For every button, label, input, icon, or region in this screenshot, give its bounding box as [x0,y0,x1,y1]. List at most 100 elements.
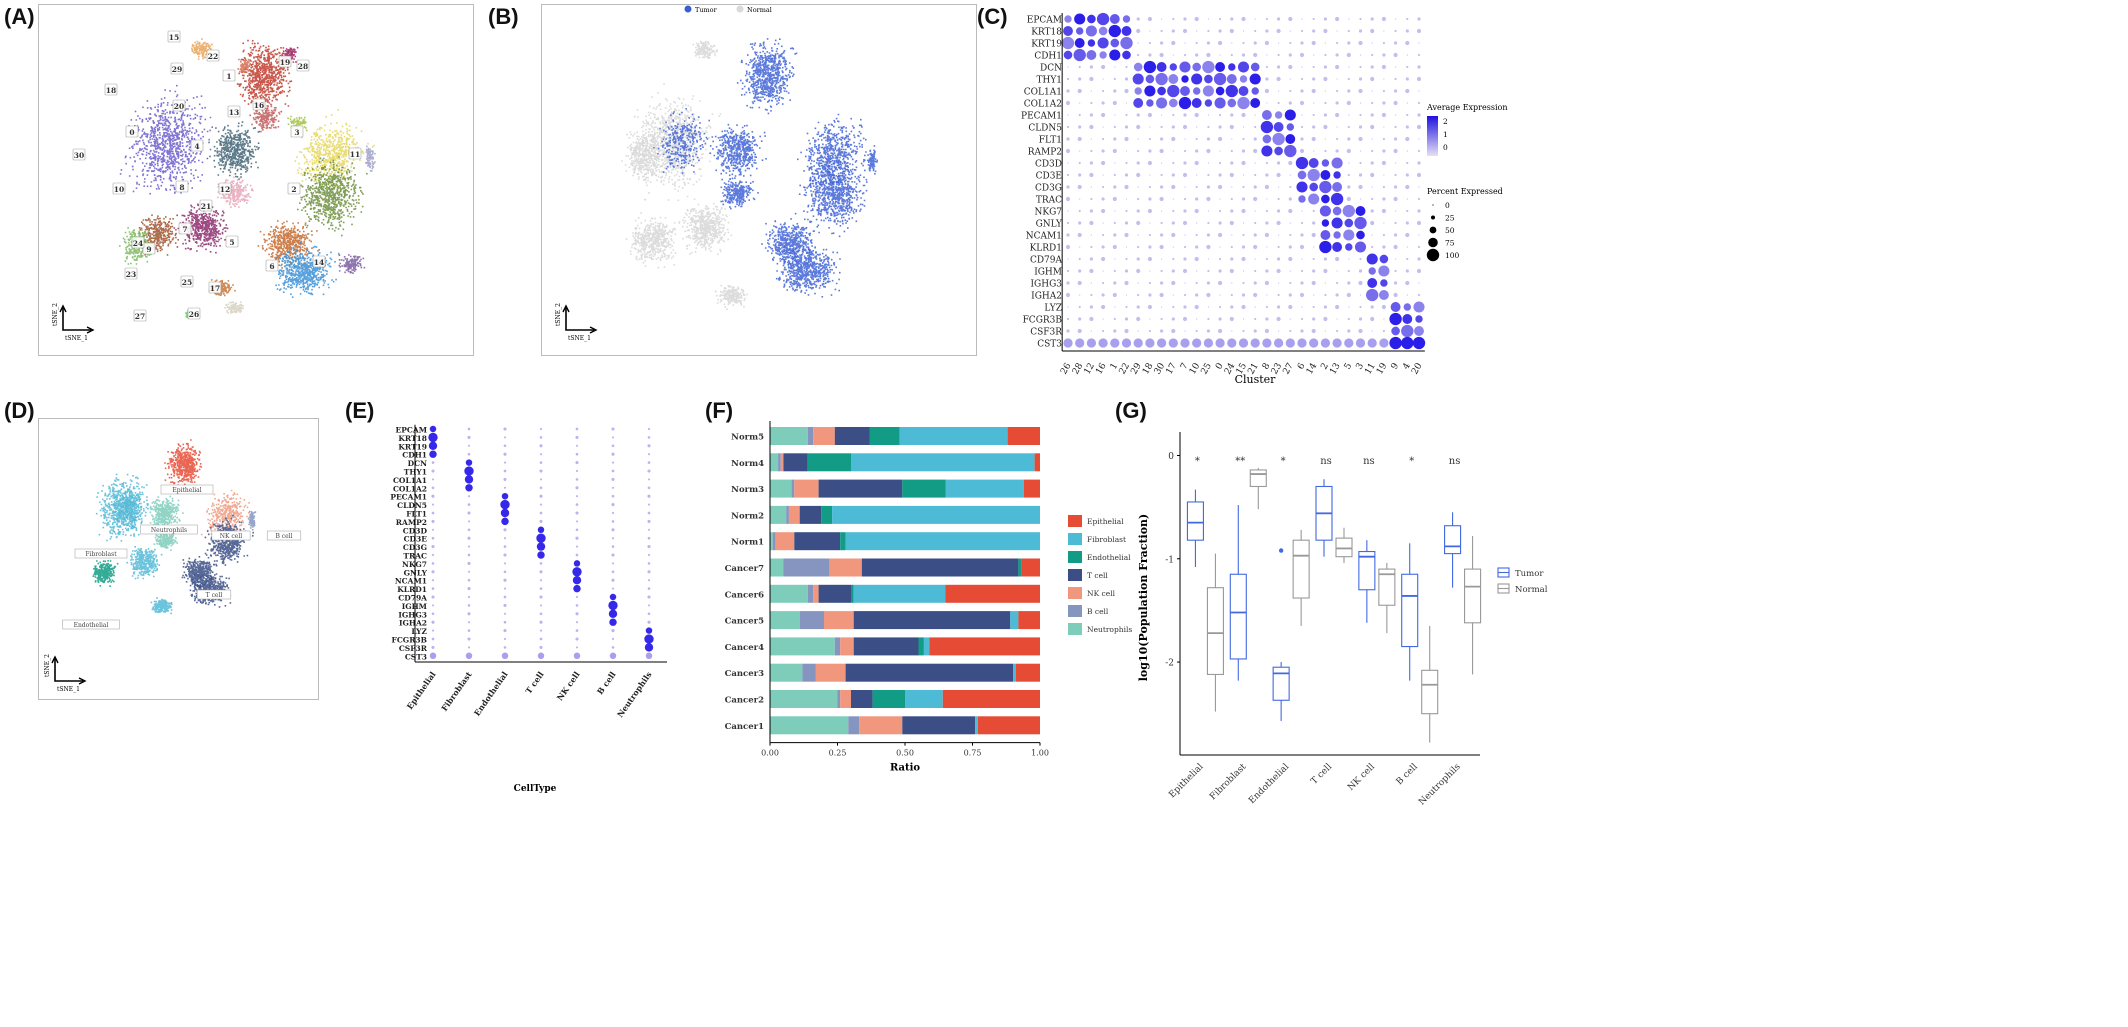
expression-dot [1218,232,1223,238]
expression-dot [1090,330,1092,332]
expression-dot [1099,51,1107,59]
expression-dot [1090,149,1093,153]
cluster-label-19: 19 [280,58,290,67]
expression-dot [1078,125,1082,129]
celltype-label-box [160,484,214,495]
expression-dot [1207,258,1209,260]
expression-dot [1405,40,1410,46]
expression-dot [1096,12,1110,26]
expression-dot [1195,281,1198,285]
expression-dot [431,604,435,607]
stacked-bar-segment [832,505,1040,524]
expression-dot [647,604,651,607]
expression-dot [1137,149,1140,153]
expression-dot [1324,149,1327,153]
expression-dot [1124,280,1129,286]
point-cloud-path [720,175,759,210]
expression-dot [1416,172,1422,178]
expression-dot [1379,338,1389,348]
expression-dot [1393,52,1398,58]
expression-dot [1405,29,1409,33]
expression-dot [1265,29,1269,33]
expression-dot [1262,338,1272,348]
point-cloud [119,227,157,265]
expression-dot [1219,257,1222,261]
gene-label: CD3G [1035,184,1062,194]
point-cloud-path [365,145,376,172]
expression-dot [647,562,651,565]
expression-dot [1124,269,1129,273]
expression-dot [1148,245,1152,249]
cluster-label-3: 3 [294,128,299,137]
expression-dot [1300,221,1304,225]
stacked-bar-segment [861,558,1019,577]
expression-dot [1289,318,1291,320]
expression-dot [1178,96,1192,110]
expression-dot [1161,258,1163,260]
expression-dot [1194,160,1199,166]
expression-dot [611,520,615,523]
expression-dot [1180,338,1190,348]
legend-label: Neutrophils [1087,625,1132,634]
expression-dot [1383,126,1385,128]
expression-dot [1241,149,1246,153]
expression-dot [1367,338,1377,348]
outlier-point [1278,548,1284,553]
expression-dot [431,545,435,549]
expression-dot [1346,292,1351,298]
expression-dot [503,486,507,489]
gene-label: CLDN5 [397,501,427,510]
expression-dot [1144,85,1156,97]
box [1358,550,1376,591]
expression-dot [1206,329,1210,333]
gene-label: COL1A2 [393,484,427,493]
expression-dot [1313,294,1315,296]
point-cloud-path [794,158,868,238]
expression-dot [1346,148,1351,154]
expression-dot [1102,89,1105,93]
expression-dot [1207,317,1210,321]
expression-dot [1207,18,1209,20]
expression-dot [575,461,579,465]
point-cloud-path [224,301,244,314]
expression-dot [1277,53,1280,57]
expression-dot [1312,221,1316,225]
expression-dot [1378,265,1390,277]
expression-dot [1336,30,1338,32]
stacked-bar-segment [818,584,851,603]
expression-dot [645,652,653,660]
gene-label: GNLY [1036,220,1063,230]
expression-dot [1207,114,1209,116]
expression-dot [1219,150,1221,152]
x-tick-label: 1.00 [1031,749,1049,758]
expression-dot [1149,318,1151,320]
expression-dot [1172,257,1175,261]
stacked-bar-segment [770,558,784,577]
expression-dot [1289,222,1291,224]
expression-dot [647,545,651,549]
expression-dot [1230,257,1234,261]
expression-dot [501,517,509,526]
sample-label: Norm1 [731,538,764,548]
expression-dot [1288,16,1293,22]
expression-dot [1382,233,1385,237]
expression-dot [1417,113,1421,117]
stacked-bar-segment [840,532,846,551]
stacked-bar-segment [918,637,924,656]
expression-dot [503,620,507,624]
expression-dot [1146,99,1154,107]
panel-letter-b: (B) [488,4,519,29]
x-tick-label: 0.50 [896,749,914,758]
gene-label: CSF3R [1030,328,1062,338]
expression-dot [1183,149,1187,153]
expression-dot [1395,210,1397,212]
expression-dot [1114,114,1116,116]
gene-label: CD79A [398,594,427,603]
expression-dot [537,551,545,559]
expression-dot [539,645,543,649]
expression-dot [1323,65,1327,69]
expression-dot [1219,161,1222,165]
point-cloud-path [237,58,252,75]
expression-dot [573,560,581,567]
